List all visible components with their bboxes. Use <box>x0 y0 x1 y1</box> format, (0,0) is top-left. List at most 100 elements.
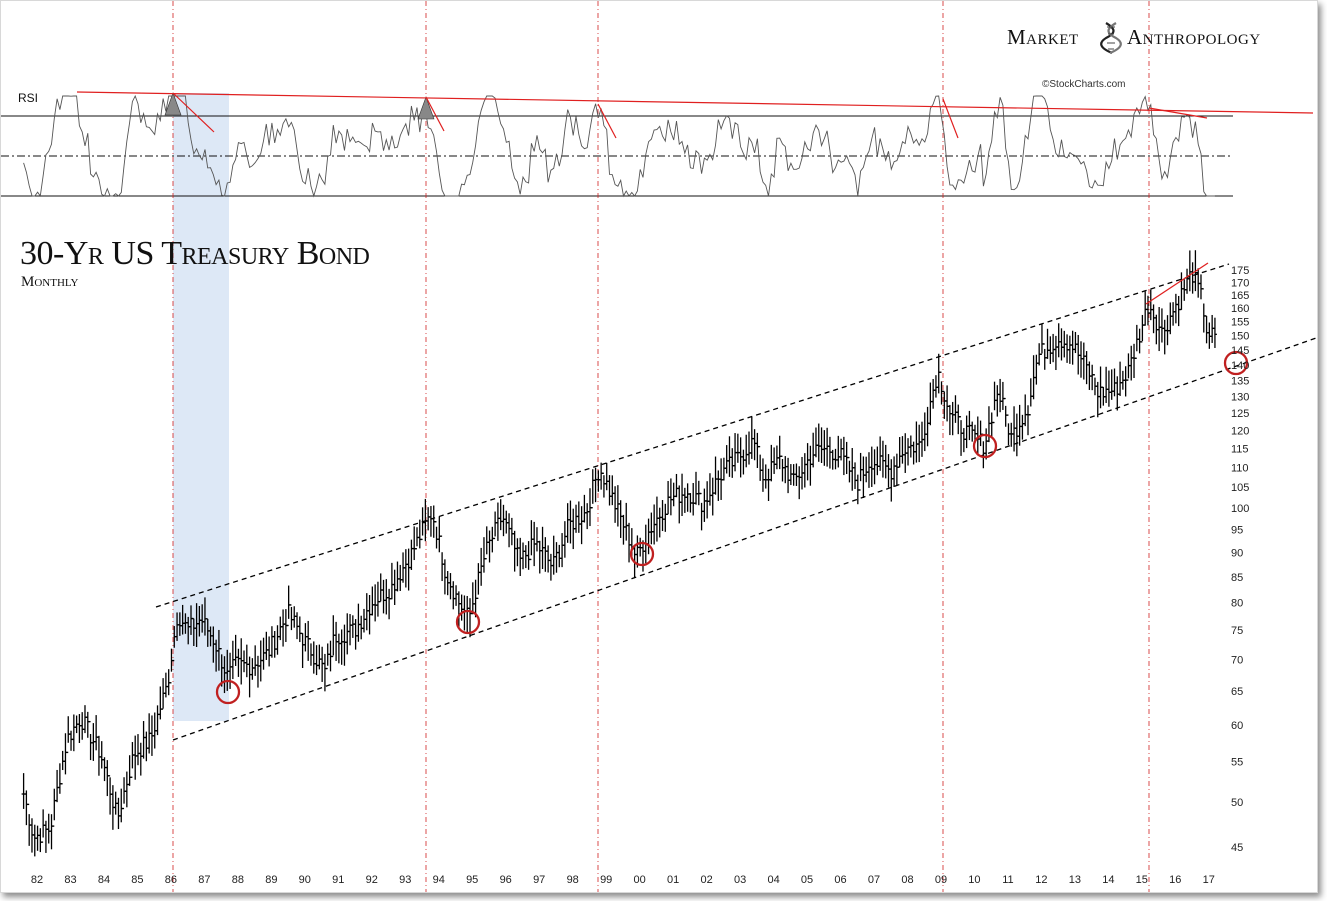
ohlc-bar <box>94 715 99 751</box>
ohlc-bar <box>981 433 986 469</box>
x-tick-label: 87 <box>198 874 210 886</box>
ohlc-bar <box>819 427 824 464</box>
ohlc-bar <box>749 416 754 459</box>
ohlc-bar <box>336 633 341 664</box>
ohlc-bar <box>548 553 553 581</box>
ohlc-bar <box>373 584 378 622</box>
ohlc-bar <box>52 788 57 827</box>
ohlc-bar <box>880 440 885 478</box>
ohlc-bar <box>412 526 417 561</box>
ohlc-bar <box>361 608 366 633</box>
ohlc-bar <box>607 475 612 506</box>
ohlc-bar <box>735 433 740 463</box>
ohlc-bar <box>1090 364 1095 391</box>
ohlc-bar <box>716 470 721 501</box>
ohlc-bar <box>850 448 855 491</box>
ohlc-bar <box>398 564 403 591</box>
ohlc-bar <box>1118 361 1123 396</box>
ohlc-bar <box>80 712 85 740</box>
ohlc-bar <box>760 458 765 492</box>
ohlc-bar <box>813 427 818 458</box>
price-divergence-line <box>1145 262 1209 305</box>
y-tick-label: 45 <box>1231 842 1243 854</box>
rsi-divergence-0 <box>172 92 215 133</box>
channel-touch-circle-4 <box>1223 350 1249 376</box>
ohlc-bar <box>534 527 539 552</box>
ohlc-bar <box>465 595 470 633</box>
y-tick-label: 105 <box>1231 482 1249 494</box>
ohlc-bar <box>1109 369 1114 400</box>
ohlc-bar <box>747 431 752 465</box>
x-tick-label: 94 <box>433 874 445 886</box>
ohlc-bar <box>537 540 542 574</box>
ohlc-bar <box>1179 272 1184 311</box>
ohlc-bar <box>247 656 252 698</box>
ohlc-bar <box>49 814 54 850</box>
ohlc-bar <box>992 381 997 424</box>
ohlc-bar <box>24 790 29 826</box>
y-tick-label: 80 <box>1231 598 1243 610</box>
ohlc-bar <box>682 487 687 513</box>
ohlc-bar <box>451 581 456 610</box>
x-tick-label: 07 <box>868 874 880 886</box>
ohlc-bar <box>928 382 933 426</box>
x-tick-label: 97 <box>533 874 545 886</box>
ohlc-bar <box>794 463 799 486</box>
channel-upper <box>155 263 1230 608</box>
ohlc-bar <box>1009 422 1014 447</box>
rsi-divergence-3 <box>942 98 959 139</box>
y-tick-label: 115 <box>1231 443 1249 455</box>
ohlc-bar <box>1204 315 1209 344</box>
ohlc-bar <box>1137 328 1142 354</box>
ohlc-bar <box>1017 404 1022 446</box>
ohlc-bar <box>660 500 665 532</box>
ohlc-bar <box>345 613 350 655</box>
ohlc-bar <box>1053 335 1058 371</box>
ohlc-bar <box>1134 324 1139 359</box>
ohlc-bar <box>498 499 503 531</box>
ohlc-bar <box>816 423 821 462</box>
ohlc-bar <box>599 462 604 490</box>
y-tick-label: 175 <box>1231 265 1249 277</box>
ohlc-bar <box>459 594 464 621</box>
x-tick-label: 16 <box>1169 874 1181 886</box>
ohlc-bar <box>593 467 598 503</box>
ohlc-bar <box>428 506 433 537</box>
rsi-line <box>23 94 1215 198</box>
chart-subtitle: Monthly <box>21 274 79 290</box>
ohlc-bar <box>163 672 168 698</box>
ohlc-bar <box>127 755 132 786</box>
ohlc-bar <box>847 456 852 483</box>
y-tick-label: 70 <box>1231 654 1243 666</box>
ohlc-bar <box>861 456 866 498</box>
ohlc-bar <box>1084 351 1089 385</box>
ohlc-bar <box>989 412 994 437</box>
ohlc-bar <box>320 646 325 682</box>
ohlc-bar <box>21 773 26 809</box>
ohlc-bar <box>657 507 662 538</box>
ohlc-bar <box>925 406 930 447</box>
ohlc-bar <box>1023 394 1028 427</box>
ohlc-bar <box>289 604 294 631</box>
ohlc-bar <box>479 547 484 586</box>
ohlc-bar <box>253 645 258 676</box>
ohlc-bar <box>604 462 609 491</box>
ohlc-bar <box>381 579 386 614</box>
dna-logo-icon <box>1100 22 1122 55</box>
ohlc-bar <box>947 404 952 436</box>
ohlc-bar <box>272 630 277 658</box>
ohlc-bar <box>900 436 905 464</box>
ohlc-bar <box>38 828 43 853</box>
x-tick-label: 00 <box>633 874 645 886</box>
ohlc-bar <box>470 582 475 615</box>
ohlc-bar <box>130 742 135 778</box>
ohlc-bar <box>1185 268 1190 294</box>
x-tick-label: 91 <box>332 874 344 886</box>
ohlc-bar <box>35 825 40 851</box>
ohlc-bar <box>618 500 623 538</box>
ohlc-bar <box>727 436 732 477</box>
ohlc-bar <box>911 441 916 465</box>
x-tick-label: 13 <box>1069 874 1081 886</box>
ohlc-bar <box>63 733 68 775</box>
